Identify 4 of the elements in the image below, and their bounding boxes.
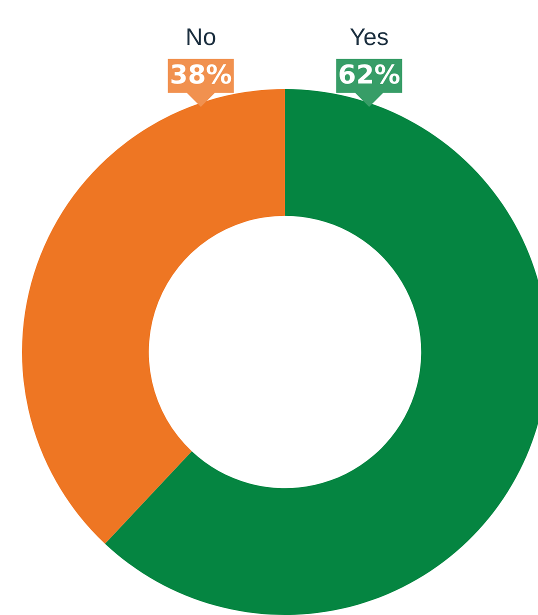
slice-label: No <box>185 24 216 51</box>
data-label: 62% <box>338 60 400 91</box>
slice-label: Yes <box>350 24 389 51</box>
data-label: 38% <box>170 60 232 91</box>
